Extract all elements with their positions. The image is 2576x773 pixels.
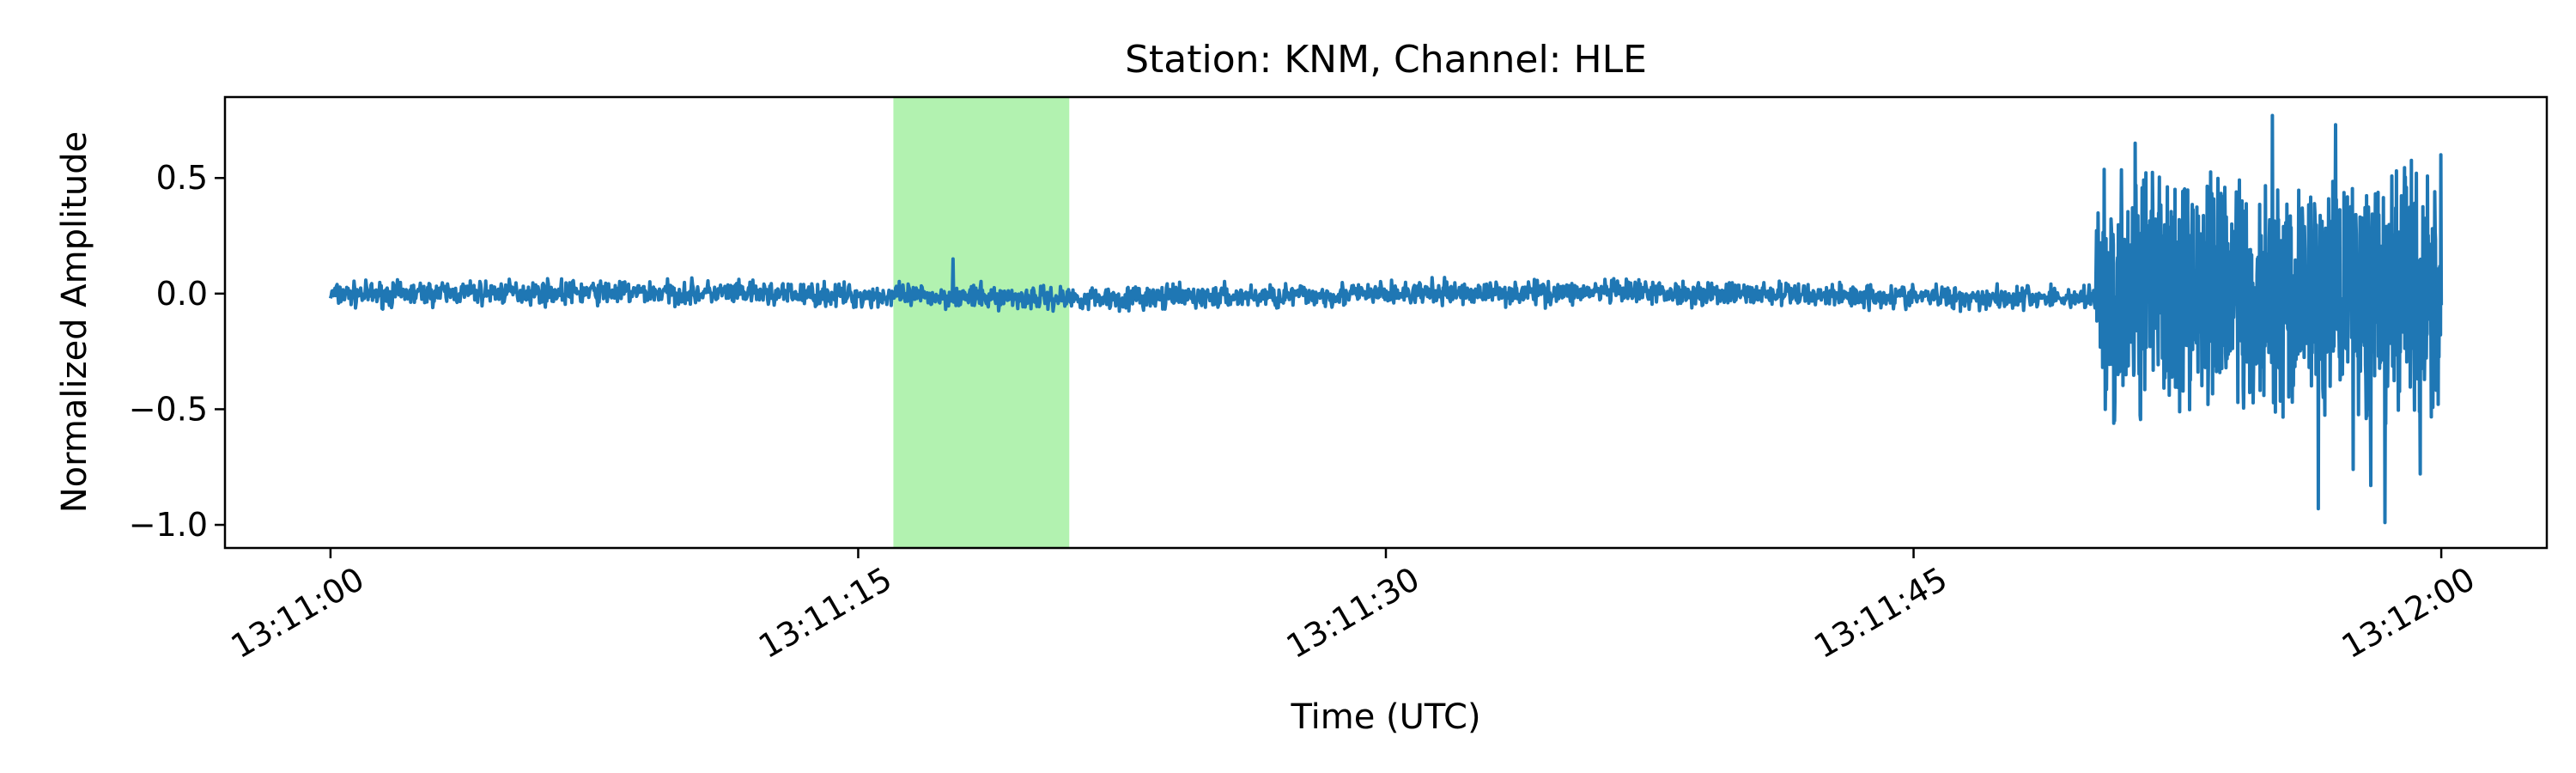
highlight-band: [893, 97, 1070, 548]
y-tick-label: 0.0: [156, 275, 208, 313]
x-axis-label: Time (UTC): [1290, 697, 1480, 737]
chart-title: Station: KNM, Channel: HLE: [1125, 38, 1647, 82]
x-tick-label: 13:11:15: [752, 560, 898, 666]
x-tick-label: 13:11:00: [225, 560, 371, 666]
y-tick-label: −0.5: [129, 390, 208, 428]
x-tick-label: 13:11:45: [1807, 560, 1953, 666]
y-tick-label: 0.5: [156, 159, 208, 197]
y-tick-label: −1.0: [129, 506, 208, 544]
y-axis-label: Normalized Amplitude: [55, 131, 94, 514]
x-tick-label: 13:12:00: [2336, 560, 2482, 666]
waveform-line: [328, 113, 2444, 525]
x-tick-label: 13:11:30: [1280, 560, 1426, 666]
